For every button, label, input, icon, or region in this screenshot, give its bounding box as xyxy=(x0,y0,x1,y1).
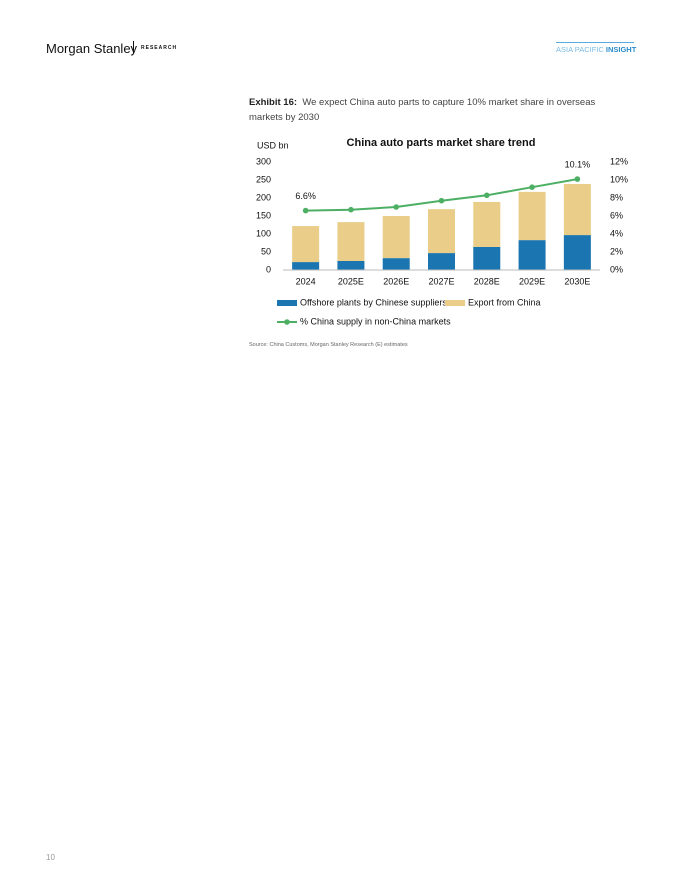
bar xyxy=(428,209,455,254)
y-tick-label: 100 xyxy=(256,228,271,238)
brand: Morgan Stanley xyxy=(46,41,138,56)
y2-tick-label: 0% xyxy=(610,264,623,274)
bar xyxy=(518,240,546,270)
bar xyxy=(292,262,320,270)
point xyxy=(529,184,535,190)
point xyxy=(483,192,490,199)
y-tick-label: 0 xyxy=(266,264,271,274)
x-tick-label: 2027E xyxy=(428,276,454,286)
legend-label: Export from China xyxy=(468,297,541,307)
legend-swatch xyxy=(277,300,297,306)
exhibit-label: Exhibit 16: xyxy=(249,97,298,108)
y-tick-label: 50 xyxy=(261,246,271,256)
y2-tick-label: 4% xyxy=(610,228,623,238)
bar xyxy=(563,183,591,236)
chart: China auto parts market share trend USD … xyxy=(256,137,628,326)
y-tick-label: 150 xyxy=(256,210,271,220)
bar xyxy=(473,201,501,247)
series-rule xyxy=(556,42,634,43)
legend-label: Offshore plants by Chinese suppliers xyxy=(300,297,447,307)
x-tick-label: 2029E xyxy=(519,276,545,286)
point xyxy=(574,176,581,182)
exhibit: Exhibit 16: We expect China auto parts t… xyxy=(249,95,609,125)
section: RESEARCH xyxy=(141,45,178,51)
data-label: 6.6% xyxy=(295,191,316,201)
bar xyxy=(473,246,501,270)
point xyxy=(393,204,400,210)
series-tag: ASIA PACIFIC INSIGHT xyxy=(556,45,636,54)
series-a: ASIA PACIFIC xyxy=(556,45,604,54)
x-tick-label: 2030E xyxy=(564,276,590,286)
y2-tick-label: 2% xyxy=(610,246,623,256)
x-tick-label: 2025E xyxy=(338,276,364,286)
data-label: 10.1% xyxy=(565,159,591,169)
point xyxy=(302,207,309,214)
x-tick-label: 2024 xyxy=(296,276,316,286)
bar xyxy=(382,216,410,259)
page-number: 10 xyxy=(46,853,55,862)
y-axis-label: USD bn xyxy=(257,140,289,150)
source: Source: China Customs, Morgan Stanley Re… xyxy=(249,342,408,348)
legend-label: % China supply in non-China markets xyxy=(300,316,451,326)
legend-swatch xyxy=(284,319,290,325)
y2-tick-label: 8% xyxy=(610,192,623,202)
bar xyxy=(292,226,320,263)
legend-swatch xyxy=(445,300,465,306)
exhibit-caption: We expect China auto parts to capture 10… xyxy=(249,97,596,123)
series-b: INSIGHT xyxy=(605,45,637,54)
bar xyxy=(428,253,455,270)
x-tick-label: 2026E xyxy=(383,276,409,286)
bar xyxy=(518,191,546,241)
chart-title: China auto parts market share trend xyxy=(347,137,536,149)
point xyxy=(438,197,445,204)
point xyxy=(348,206,354,213)
y2-tick-label: 12% xyxy=(610,156,628,166)
bar xyxy=(563,235,591,270)
bar xyxy=(337,222,365,261)
bar xyxy=(382,258,410,270)
y2-tick-label: 6% xyxy=(610,210,623,220)
bar xyxy=(337,261,365,270)
x-tick-label: 2028E xyxy=(474,276,500,286)
y2-tick-label: 10% xyxy=(610,174,628,184)
divider xyxy=(133,41,134,53)
y-tick-label: 250 xyxy=(256,174,271,184)
y-tick-label: 300 xyxy=(256,156,271,166)
y-tick-label: 200 xyxy=(256,192,271,202)
